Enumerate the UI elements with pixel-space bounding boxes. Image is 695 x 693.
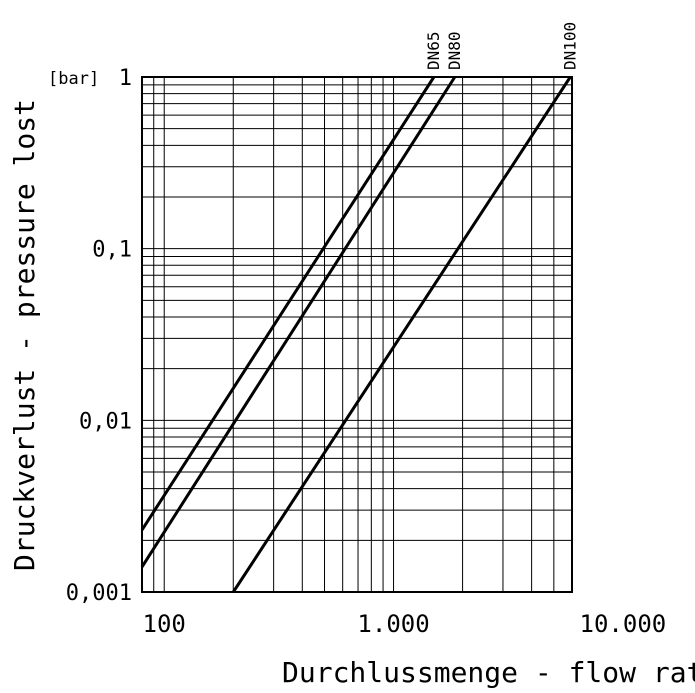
y-unit-label: [bar] <box>48 69 99 89</box>
tick-labels: 100 1.000 10.000 1 0,1 0,01 0,001 <box>66 66 666 638</box>
grid <box>141 77 573 593</box>
y-tick-label: 0,001 <box>66 581 132 606</box>
series-line-dn100 <box>232 76 572 593</box>
series-group: DN65 DN80 DN100 <box>140 22 579 593</box>
series-label-dn100: DN100 <box>560 22 579 70</box>
x-tick-label: 10.000 <box>580 610 667 638</box>
y-tick-label: 0,1 <box>92 238 132 263</box>
series-line-dn65 <box>140 76 436 531</box>
plot-frame <box>141 76 573 593</box>
series-label-dn65: DN65 <box>424 31 443 70</box>
series-line-dn80 <box>140 76 457 568</box>
x-axis-title: Durchlussmenge - flow rate <box>282 656 695 689</box>
x-tick-label: 100 <box>143 610 186 638</box>
y-tick-label: 0,01 <box>79 409 132 434</box>
x-tick-label: 1.000 <box>357 610 429 638</box>
y-tick-label: 1 <box>119 66 132 91</box>
y-axis-title: Druckverlust - pressure lost <box>8 99 41 571</box>
series-label-dn80: DN80 <box>445 31 464 70</box>
